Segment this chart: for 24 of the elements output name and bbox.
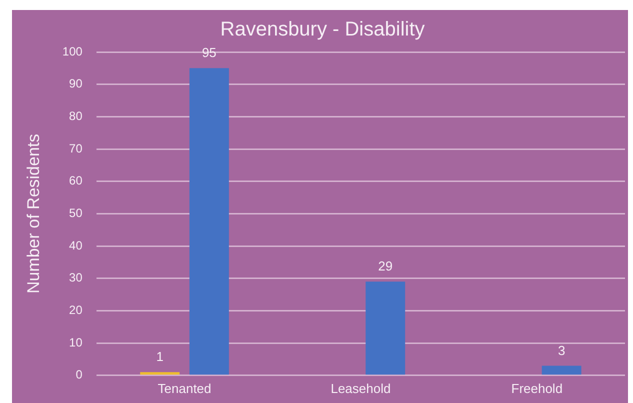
chart-title: Ravensbury - Disability (220, 18, 425, 41)
x-tick-label: Leasehold (330, 380, 391, 396)
y-tick-label: 90 (69, 76, 83, 91)
data-label: 29 (378, 258, 393, 274)
y-tick-label: 100 (62, 44, 83, 58)
y-tick-label: 20 (69, 303, 83, 318)
x-tick-label: Tenanted (158, 380, 212, 396)
y-tick-label: 10 (69, 335, 83, 350)
y-tick-label: 50 (69, 206, 83, 220)
y-tick-label: 80 (69, 108, 83, 123)
y-tick-label: 30 (69, 270, 83, 285)
y-tick-label: 0 (76, 368, 83, 382)
bar (140, 372, 180, 375)
bar (542, 366, 582, 375)
bar (366, 282, 406, 375)
y-tick-label: 60 (69, 174, 83, 188)
y-tick-label: 70 (69, 141, 83, 156)
data-label: 3 (558, 342, 566, 358)
data-label: 95 (202, 45, 216, 60)
y-tick-label: 40 (69, 238, 83, 252)
y-axis-title: Number of Residents (24, 134, 43, 294)
data-label: 1 (156, 349, 164, 364)
x-tick-label: Freehold (511, 380, 563, 396)
bar (189, 68, 229, 375)
